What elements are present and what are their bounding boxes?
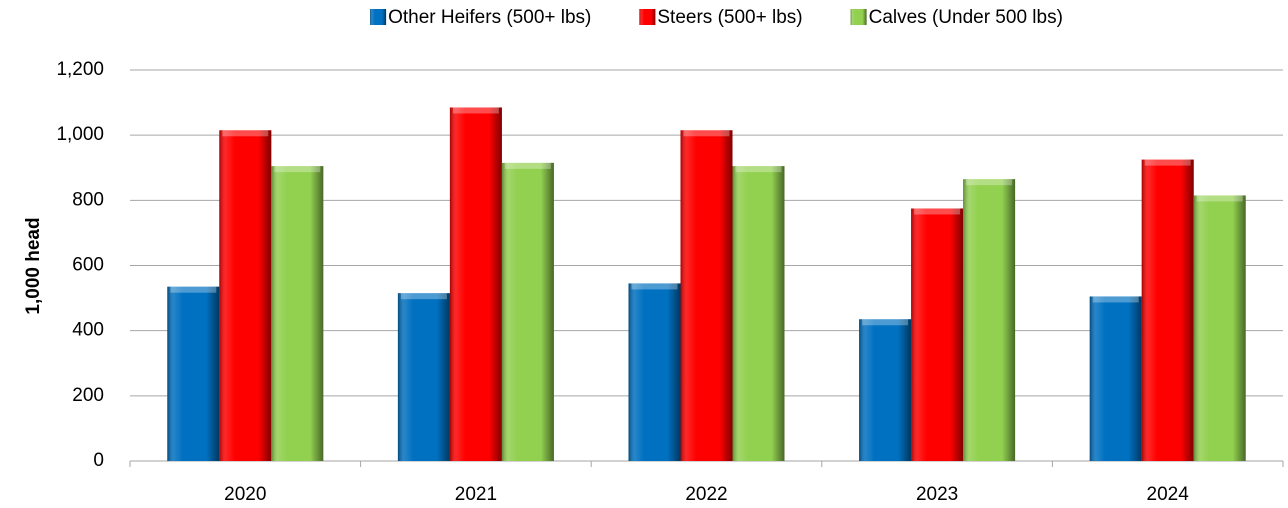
legend-label: Calves (Under 500 lbs) bbox=[869, 7, 1063, 28]
x-tick-label: 2020 bbox=[224, 484, 266, 505]
bar-shade bbox=[219, 130, 272, 461]
legend-swatch-shade bbox=[639, 9, 656, 25]
bar-shade bbox=[680, 130, 733, 461]
bar-shade bbox=[1141, 159, 1194, 461]
bar-cap bbox=[400, 293, 447, 300]
legend-item: Other Heifers (500+ lbs) bbox=[370, 7, 591, 28]
bar-shade bbox=[167, 286, 220, 461]
x-tick-label: 2023 bbox=[916, 484, 958, 505]
bar-cap bbox=[914, 208, 961, 215]
bar-shade bbox=[271, 166, 324, 461]
y-tick-label: 800 bbox=[72, 189, 104, 210]
bar-cap bbox=[1092, 296, 1139, 303]
y-axis-label: 1,000 head bbox=[23, 217, 44, 314]
bar-shade bbox=[1089, 296, 1142, 461]
y-tick-label: 0 bbox=[93, 450, 104, 471]
bar-shade bbox=[963, 179, 1016, 461]
bar-cap bbox=[170, 286, 217, 293]
legend: Other Heifers (500+ lbs) Steers (500+ lbs… bbox=[370, 7, 1063, 28]
legend-label: Steers (500+ lbs) bbox=[657, 7, 802, 28]
y-tick-label: 400 bbox=[72, 320, 104, 341]
bar-cap bbox=[735, 166, 782, 173]
bar-shade bbox=[449, 107, 502, 462]
bar-shade bbox=[911, 208, 964, 461]
bar-shade bbox=[732, 166, 785, 461]
bar-cap bbox=[683, 130, 730, 137]
y-tick-label: 1,200 bbox=[56, 59, 104, 80]
y-tick-label: 200 bbox=[72, 385, 104, 406]
bar-cap bbox=[862, 319, 909, 326]
y-tick-label: 1,000 bbox=[56, 124, 104, 145]
bar-cap bbox=[274, 166, 321, 173]
legend-item: Calves (Under 500 lbs) bbox=[850, 7, 1063, 28]
bar-shade bbox=[501, 162, 554, 462]
bar-shade bbox=[628, 283, 681, 461]
bar-cap bbox=[966, 179, 1013, 186]
x-tick-label: 2022 bbox=[685, 484, 727, 505]
legend-item: Steers (500+ lbs) bbox=[639, 7, 803, 28]
bar-cap bbox=[452, 107, 499, 114]
x-tick-label: 2024 bbox=[1147, 484, 1190, 505]
y-tick-label: 600 bbox=[72, 255, 104, 276]
bar-shade bbox=[397, 293, 450, 461]
legend-swatch-shade bbox=[370, 9, 387, 25]
bar-cap bbox=[222, 130, 269, 137]
legend-label: Other Heifers (500+ lbs) bbox=[388, 7, 591, 28]
bar-cap bbox=[1144, 159, 1191, 166]
bar-cap bbox=[631, 283, 678, 290]
bar-shade bbox=[859, 319, 912, 461]
x-tick-label: 2021 bbox=[455, 484, 497, 505]
bar-shade bbox=[1193, 195, 1246, 461]
bar-cap bbox=[504, 162, 551, 169]
bar-cap bbox=[1196, 195, 1243, 202]
legend-swatch-shade bbox=[850, 9, 867, 25]
